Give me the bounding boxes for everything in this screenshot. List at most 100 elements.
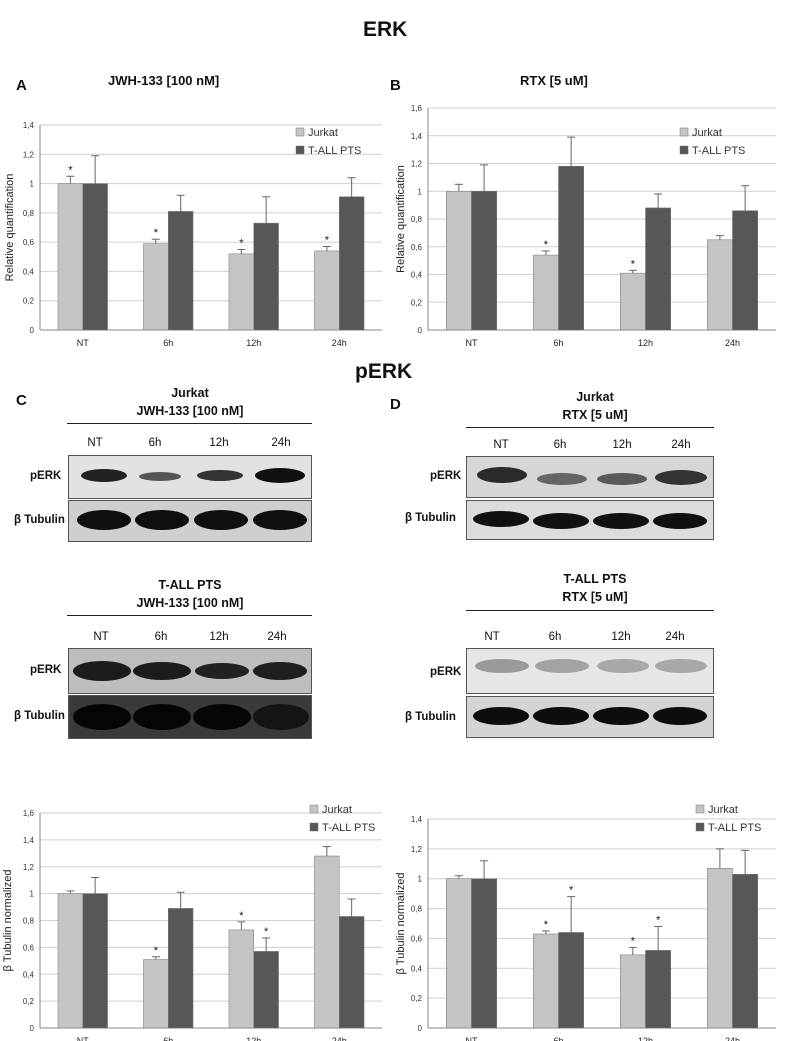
legend-label: Jurkat xyxy=(308,127,338,139)
significance-marker: * xyxy=(569,885,574,897)
blot-c1-rule xyxy=(67,423,312,424)
blot-c1-treatment: JWH-133 [100 nM] xyxy=(136,404,244,418)
bar xyxy=(471,191,497,331)
blot-band xyxy=(253,662,307,680)
y-tick-label: 0,8 xyxy=(23,917,35,926)
blot-band xyxy=(475,659,529,673)
blot-band xyxy=(253,704,309,730)
y-tick-label: 0 xyxy=(30,326,35,335)
legend-swatch xyxy=(295,127,305,137)
bar xyxy=(707,868,733,1029)
y-axis-label: β Tubulin normalized xyxy=(395,873,407,975)
blot-band xyxy=(77,510,131,530)
blot-c2-header: T-ALL PTS JWH-133 [100 nM] xyxy=(90,576,290,612)
bar xyxy=(253,951,279,1029)
legend-label: T-ALL PTS xyxy=(708,822,761,834)
blot-band xyxy=(537,473,587,485)
blot-band xyxy=(73,704,131,730)
chart-f: 0 0,2 0,4 0,6 0,8 1 1,2 1,4 β Tubulin normalized… xyxy=(395,804,776,1041)
blot-band xyxy=(139,472,181,481)
y-tick-label: 0,2 xyxy=(23,997,35,1006)
significance-marker: * xyxy=(68,164,73,176)
bar xyxy=(558,166,584,331)
panel-letter-c: C xyxy=(16,392,27,409)
lane-label: 6h xyxy=(148,437,162,449)
blot-band xyxy=(535,659,589,673)
y-axis-label: Relative quantification xyxy=(395,165,407,273)
bar xyxy=(732,873,758,1029)
y-axis-label: β Tubulin normalized xyxy=(2,870,14,972)
y-tick-label: 1 xyxy=(418,187,423,196)
legend-label: Jurkat xyxy=(692,127,722,139)
lane-label: 6h xyxy=(553,439,567,451)
lane-label: NT xyxy=(93,631,109,643)
legend-label: T-ALL PTS xyxy=(322,822,375,834)
significance-marker: * xyxy=(154,945,159,957)
legend-swatch xyxy=(679,145,689,155)
blot-band xyxy=(135,510,189,530)
y-tick-label: 0 xyxy=(30,1024,35,1033)
bar xyxy=(168,211,194,331)
x-tick-label: 24h xyxy=(725,1036,740,1041)
y-tick-label: 1,6 xyxy=(23,809,35,818)
legend-label: T-ALL PTS xyxy=(692,145,745,157)
significance-marker: * xyxy=(264,926,269,938)
significance-marker: * xyxy=(656,914,661,926)
blot-band xyxy=(655,659,707,673)
lane-label: NT xyxy=(484,631,500,643)
bar xyxy=(57,893,84,1029)
bar xyxy=(620,954,646,1029)
y-tick-label: 1,6 xyxy=(411,104,423,113)
y-tick-label: 1,4 xyxy=(411,132,423,141)
y-tick-label: 1,4 xyxy=(23,836,35,845)
significance-marker: * xyxy=(325,235,330,247)
bar xyxy=(446,191,472,331)
blot-band xyxy=(653,513,707,529)
y-tick-label: 1,4 xyxy=(23,121,35,130)
blot-band xyxy=(81,469,127,482)
blot-d2-treatment: RTX [5 uM] xyxy=(562,590,628,604)
y-tick-label: 0,6 xyxy=(23,943,35,952)
y-tick-label: 1,4 xyxy=(411,815,423,824)
significance-marker: * xyxy=(239,910,244,922)
blot-band xyxy=(133,704,191,730)
blot-band xyxy=(593,513,649,529)
blot-band xyxy=(194,510,248,530)
blot-c1-tubulin xyxy=(68,500,312,542)
lane-label: 24h xyxy=(665,631,685,643)
bar xyxy=(253,222,279,331)
y-axis-label: Relative quantification xyxy=(4,174,16,282)
bar xyxy=(82,183,108,331)
legend-label: T-ALL PTS xyxy=(308,145,361,157)
bar xyxy=(143,243,169,331)
blot-band xyxy=(477,467,527,483)
row-label-perk: pERK xyxy=(30,664,62,676)
y-tick-label: 0,8 xyxy=(411,215,423,224)
legend-swatch xyxy=(679,127,689,137)
y-tick-label: 0,4 xyxy=(23,267,35,276)
lane-label: 24h xyxy=(671,439,691,451)
row-label-perk: pERK xyxy=(430,666,462,678)
blot-c2-rule xyxy=(67,615,312,616)
blot-band xyxy=(655,470,707,485)
legend-swatch xyxy=(695,804,705,814)
panel-letter-d: D xyxy=(390,396,401,413)
blot-d1-cell: Jurkat xyxy=(576,390,614,404)
lane-label: 12h xyxy=(611,631,631,643)
blot-band xyxy=(197,470,243,481)
blot-d2-perk xyxy=(466,648,714,694)
bar xyxy=(732,210,758,331)
y-tick-label: 0,6 xyxy=(23,238,35,247)
blot-band xyxy=(597,473,647,485)
panel-letter-a: A xyxy=(16,77,27,94)
significance-marker: * xyxy=(631,258,636,270)
significance-marker: * xyxy=(239,237,244,249)
x-tick-label: NT xyxy=(466,1036,478,1041)
row-label-perk: pERK xyxy=(30,470,62,482)
row-label-tubulin: β Tubulin xyxy=(405,711,456,723)
blot-c1-cell: Jurkat xyxy=(171,386,209,400)
y-tick-label: 1,2 xyxy=(23,863,35,872)
significance-marker: * xyxy=(544,919,549,931)
y-tick-label: 1,2 xyxy=(23,150,35,159)
y-tick-label: 0,2 xyxy=(411,298,423,307)
